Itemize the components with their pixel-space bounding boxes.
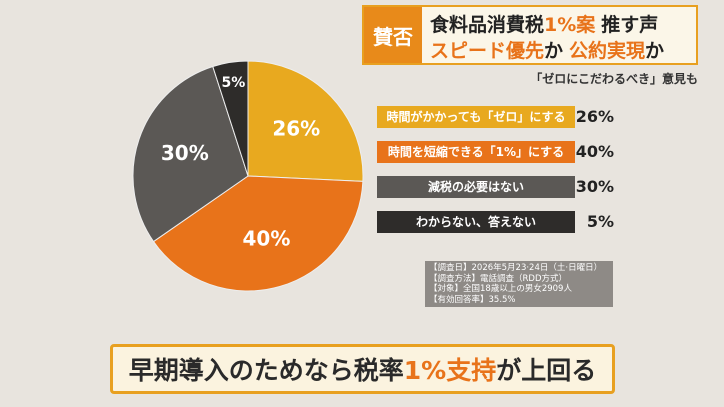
slice-label: 5% [222,75,246,91]
legend-label: 減税の必要はない [428,179,524,194]
headline-text: か [645,40,665,62]
note: 【調査方法】電話調査（RDD方式） [429,273,567,284]
subtitle: 「ゼロにこだわるべき」意見も [530,72,698,86]
legend-box [377,106,575,128]
note: 【有効回答率】35.5% [429,294,516,305]
legend-value: 26% [576,107,614,126]
headline-text: 食料品消費税 [430,14,545,36]
pie-slice [212,60,249,177]
banner-text: 1%支持 [403,356,497,385]
banner-text: 早期導入のためなら税率 [128,356,404,385]
survey-notes: 【調査日】2026年5月23·24日（土·日曜日） 【調査方法】電話調査（RDD… [425,261,613,307]
slice-label: 26% [272,116,320,140]
note: 【調査日】2026年5月23·24日（土·日曜日） [429,263,603,273]
legend-box [377,141,575,163]
legend-label: 時間がかかっても「ゼロ」にする [387,109,566,124]
legend-box [377,176,575,198]
banner: 早期導入のためなら税率 1%支持 が上回る [110,344,615,394]
banner-text: が上回る [496,356,597,385]
tag: 賛否 [364,7,422,63]
headline-line: 食料品消費税1%案 推す声 [430,10,658,37]
legend-label: わからない、答えない [416,214,536,229]
pie-slice [152,175,364,292]
headline-text: 推す声 [601,14,659,36]
headline-text: 1%案 [544,14,596,36]
slice-label: 30% [161,141,209,165]
note: 【対象】全国18歳以上の男女2909人 [429,284,572,294]
pie-slice [247,60,364,182]
headline-box: 賛否 食料品消費税1%案 推す声 スピード優先か 公約実現か [362,5,698,65]
headline-text: スピード優先 [430,40,545,62]
legend-value: 40% [576,142,614,161]
legend-value: 5% [587,212,614,231]
headline-line: スピード優先か 公約実現か [430,36,664,63]
headline-text: 公約実現 [569,40,646,62]
slice-label: 40% [242,227,290,251]
headline-text: か [544,40,564,62]
legend-label: 時間を短縮できる「1%」にする [388,144,564,159]
pie-slice [132,65,249,243]
legend-value: 30% [576,177,614,196]
legend-box [377,211,575,233]
